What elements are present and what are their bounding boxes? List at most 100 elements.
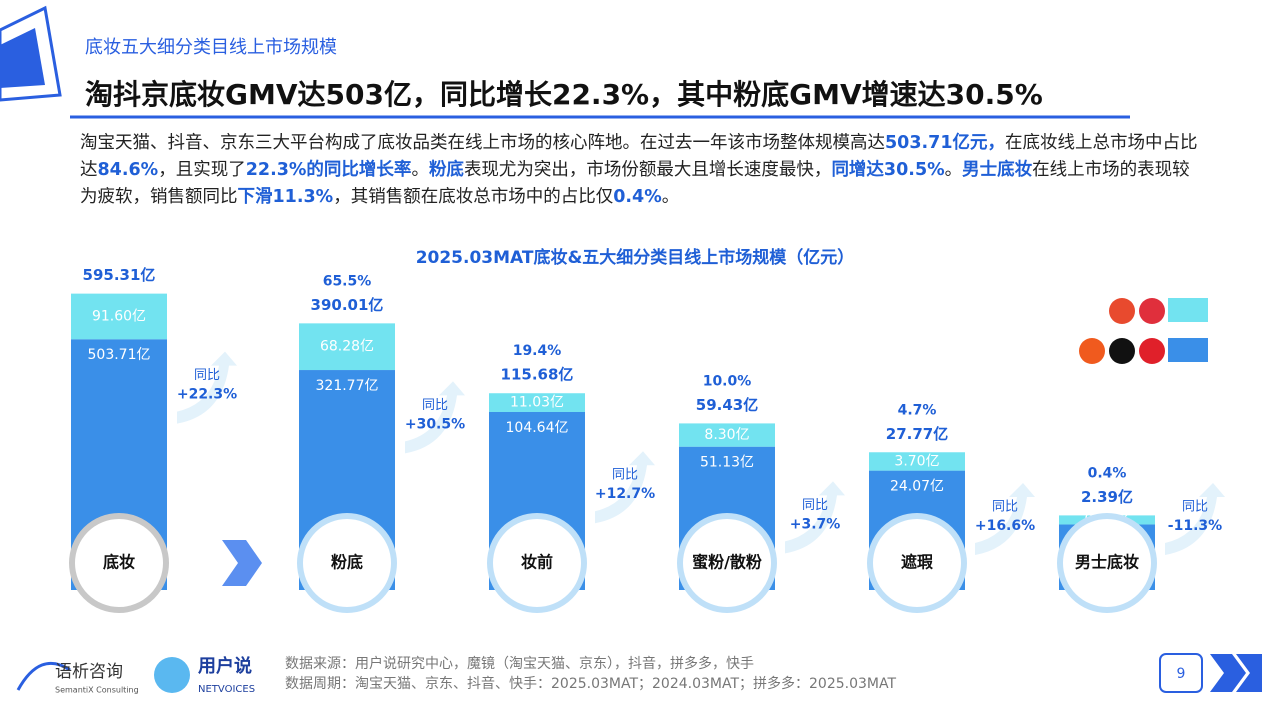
growth-arrow bbox=[595, 451, 655, 524]
growth-caption: 同比 bbox=[992, 500, 1018, 515]
segment-label: 3.70亿 bbox=[894, 453, 939, 469]
summary-run: 0.4% bbox=[613, 187, 662, 207]
growth-arrow bbox=[1165, 483, 1225, 555]
segment-label: 321.77亿 bbox=[316, 378, 379, 394]
summary-run: 淘宝天猫、抖音、京东三大平台构成了底妆品类在线上市场的核心阵地。在过去一年该市场… bbox=[80, 133, 885, 153]
total-label: 595.31亿 bbox=[83, 266, 156, 284]
bar-segment bbox=[679, 423, 775, 447]
summary-run: ，且实现了 bbox=[158, 160, 246, 180]
growth-label: +12.7% bbox=[595, 486, 655, 502]
section-title: 底妆五大细分类目线上市场规模 bbox=[85, 37, 337, 58]
summary-run: 。 bbox=[944, 160, 963, 180]
chart-title: 2025.03MAT底妆&五大细分类目线上市场规模（亿元） bbox=[416, 247, 855, 268]
category-badge bbox=[297, 513, 397, 613]
platform-icon bbox=[1139, 298, 1165, 324]
brand-name: 语析咨询 bbox=[55, 662, 123, 682]
segment-label: 24.07亿 bbox=[890, 479, 944, 495]
summary-run: 表现尤为突出，市场份额最大且增长速度最快， bbox=[463, 160, 832, 180]
chevron bbox=[222, 540, 262, 586]
share-label: 65.5% bbox=[323, 273, 372, 289]
summary: 淘宝天猫、抖音、京东三大平台构成了底妆品类在线上市场的核心阵地。在过去一年该市场… bbox=[80, 130, 1205, 211]
growth-label: +3.7% bbox=[790, 516, 841, 532]
share-label: 0.4% bbox=[1088, 465, 1127, 481]
category-label: 男士底妆 bbox=[1075, 553, 1139, 572]
summary-run: 84.6% bbox=[97, 160, 159, 180]
growth-caption: 同比 bbox=[612, 468, 638, 483]
summary-run: 粉底 bbox=[428, 160, 464, 180]
growth-arrow bbox=[975, 483, 1035, 555]
total-label: 27.77亿 bbox=[886, 425, 948, 443]
segment-label: 11.03亿 bbox=[510, 395, 564, 411]
summary-run: 。 bbox=[411, 160, 429, 180]
total-label: 115.68亿 bbox=[501, 366, 574, 384]
share-label: 10.0% bbox=[703, 373, 752, 389]
summary-run: 22.3%的同比增长率 bbox=[245, 160, 412, 180]
summary-run: 。 bbox=[661, 187, 680, 207]
growth-label: +16.6% bbox=[975, 518, 1035, 534]
segment-label: 8.30亿 bbox=[704, 427, 749, 443]
brand-subname: NETVOICES bbox=[198, 684, 255, 695]
slide-title: 淘抖京底妆GMV达503亿，同比增长22.3%，其中粉底GMV增速达30.5% bbox=[85, 78, 1043, 111]
growth-caption: 同比 bbox=[1182, 500, 1208, 515]
platform-icon bbox=[1139, 338, 1165, 364]
share-label: 4.7% bbox=[898, 402, 937, 418]
platform-icon bbox=[1079, 338, 1105, 364]
summary-run: 同增达30.5% bbox=[831, 160, 945, 180]
bar-segment bbox=[869, 452, 965, 471]
category-label: 遮瑕 bbox=[901, 553, 934, 572]
growth-arrow bbox=[177, 351, 237, 424]
summary-run: ，其销售额在底妆总市场中的占比仅 bbox=[333, 187, 614, 207]
period-note: 数据周期：淘宝天猫、京东、抖音、快手：2025.03MAT；2024.03MAT… bbox=[285, 675, 896, 692]
summary-run: 503.71亿元， bbox=[885, 133, 1006, 153]
category-badge bbox=[867, 513, 967, 613]
bar-segment bbox=[71, 293, 167, 340]
summary-run: 在线上市场的表现较为疲软，销售额同比 bbox=[80, 160, 1190, 207]
category-badge bbox=[1057, 513, 1157, 613]
growth-label: +22.3% bbox=[177, 387, 237, 403]
growth-caption: 同比 bbox=[802, 498, 828, 513]
legend-swatch bbox=[1168, 298, 1208, 322]
corner-deco bbox=[0, 5, 62, 102]
total-label: 2.39亿 bbox=[1081, 488, 1133, 506]
growth-caption: 同比 bbox=[422, 398, 448, 413]
page-number: 9 bbox=[1177, 666, 1186, 682]
platform-icon bbox=[1109, 298, 1135, 324]
category-label: 粉底 bbox=[331, 553, 363, 572]
platform-icon bbox=[1109, 338, 1135, 364]
brand-name: 用户说 bbox=[198, 655, 252, 677]
bar-segment bbox=[489, 393, 585, 412]
share-label: 19.4% bbox=[513, 343, 562, 359]
segment-label: 91.60亿 bbox=[92, 308, 146, 324]
summary-run: 男士底妆 bbox=[962, 160, 1033, 180]
growth-arrow bbox=[405, 381, 465, 454]
logo bbox=[154, 657, 190, 693]
page-box bbox=[1159, 653, 1203, 693]
brand-subname: SemantiX Consulting bbox=[55, 686, 139, 695]
growth-label: +30.5% bbox=[405, 416, 465, 432]
segment-label: 104.64亿 bbox=[506, 420, 569, 436]
category-badge bbox=[677, 513, 777, 613]
legend-swatch bbox=[1168, 338, 1208, 362]
growth-caption: 同比 bbox=[194, 368, 220, 383]
summary-run: 在底妆线上总市场中占比达 bbox=[80, 133, 1198, 180]
category-label: 妆前 bbox=[521, 553, 553, 572]
corner-deco bbox=[0, 28, 45, 88]
segment-label: 68.28亿 bbox=[320, 339, 374, 355]
total-label: 390.01亿 bbox=[311, 296, 384, 314]
segment-label: 503.71亿 bbox=[88, 347, 151, 363]
logo bbox=[16, 661, 71, 691]
growth-label: -11.3% bbox=[1168, 518, 1222, 534]
summary-run: 下滑11.3% bbox=[237, 187, 334, 207]
total-label: 59.43亿 bbox=[696, 396, 758, 414]
category-label: 底妆 bbox=[103, 553, 135, 572]
source-note: 数据来源：用户说研究中心，魔镜（淘宝天猫、京东），抖音，拼多多，快手 bbox=[285, 655, 754, 672]
bar-segment bbox=[299, 323, 395, 371]
category-badge bbox=[69, 513, 169, 613]
category-label: 蜜粉/散粉 bbox=[692, 553, 762, 572]
segment-label: 51.13亿 bbox=[700, 455, 754, 471]
growth-arrow bbox=[785, 481, 845, 554]
category-badge bbox=[487, 513, 587, 613]
page-deco bbox=[1210, 654, 1262, 692]
